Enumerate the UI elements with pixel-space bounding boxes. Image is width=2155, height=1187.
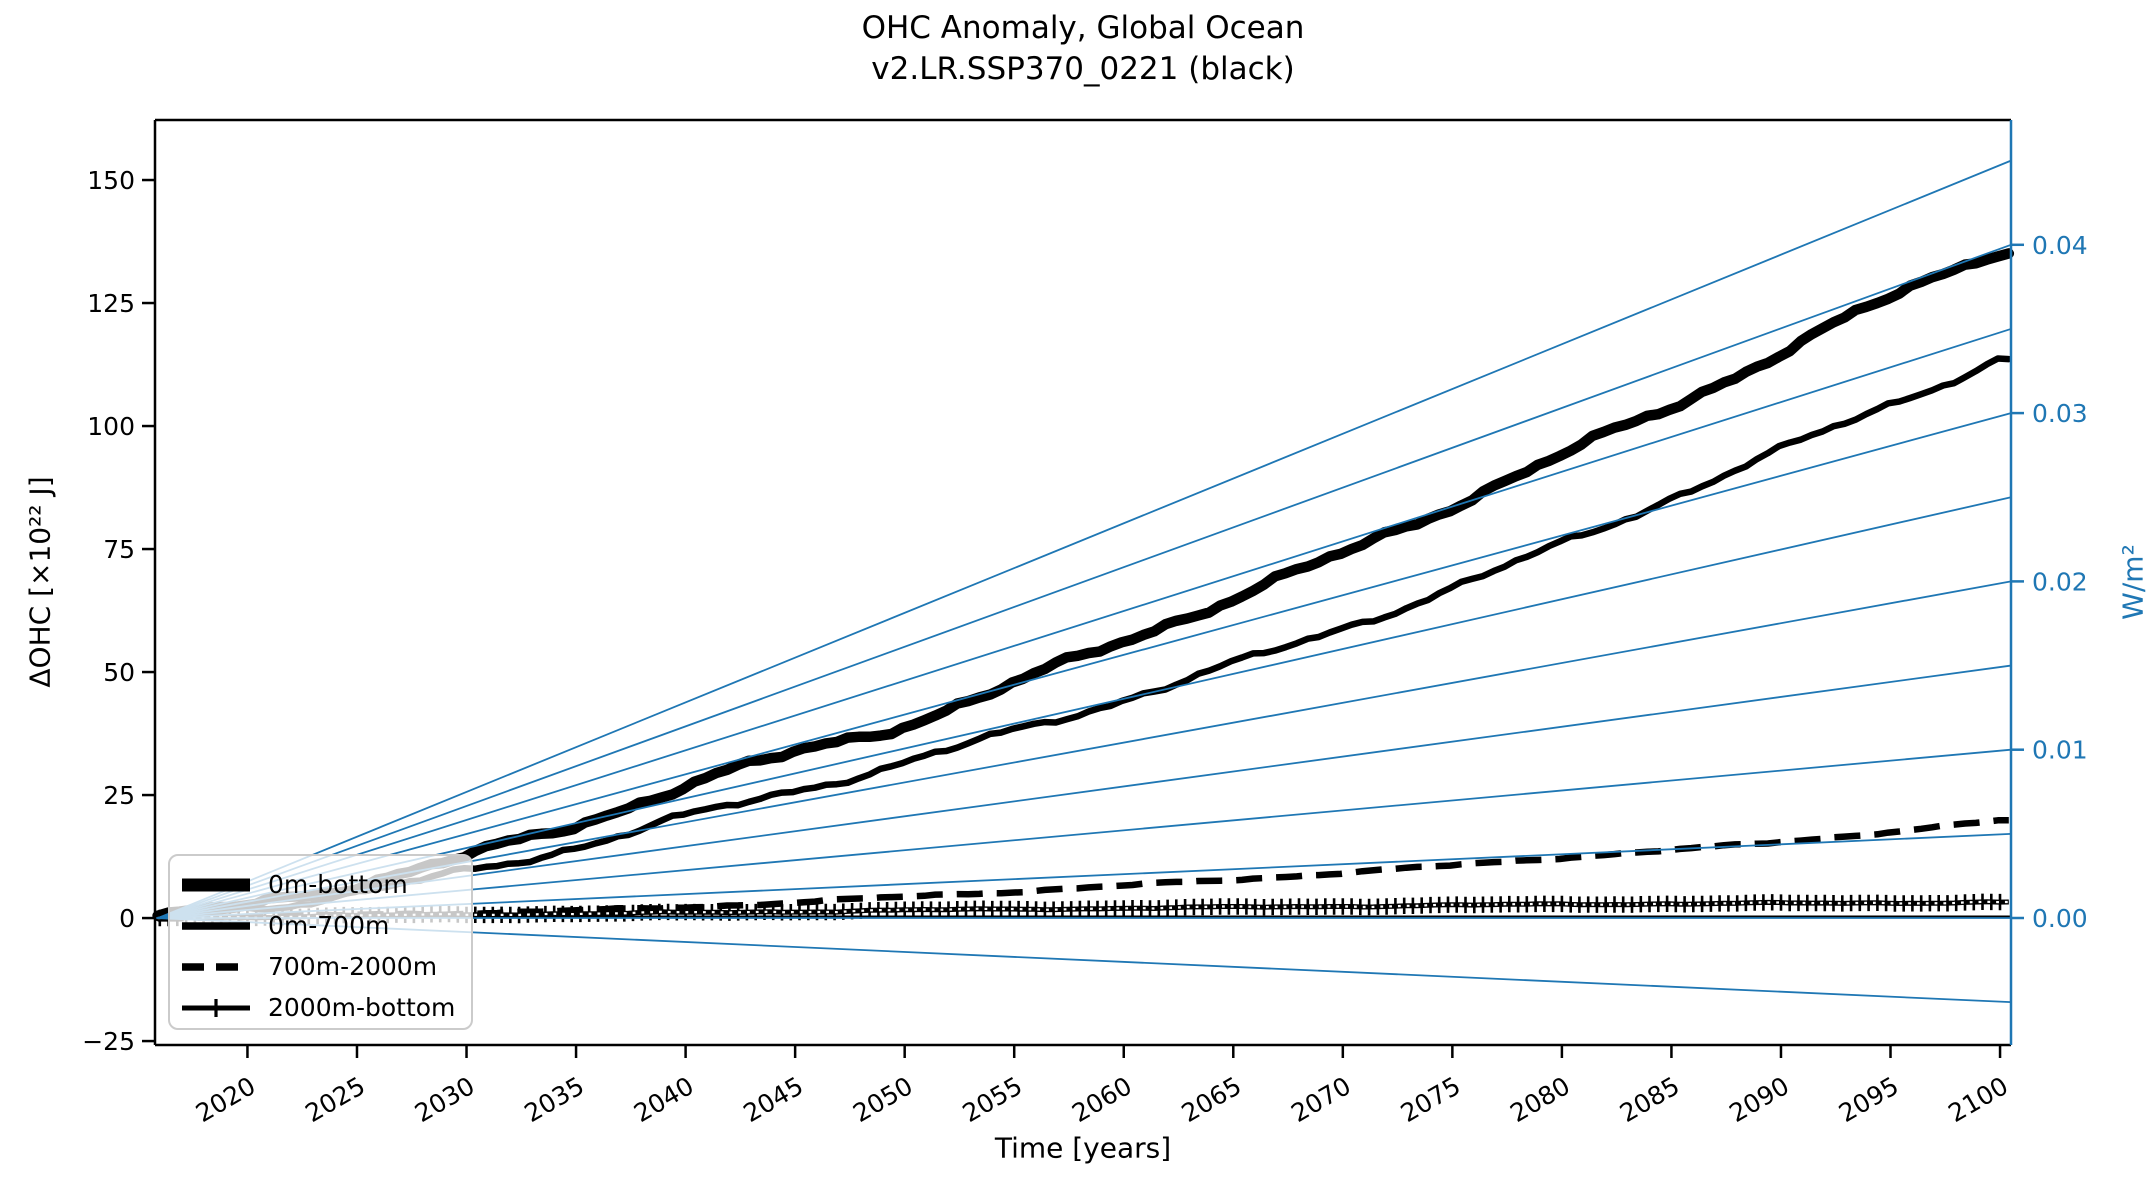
legend-label: 700m-2000m	[268, 952, 438, 981]
y-axis-label-left: ΔOHC [×10²² J]	[23, 476, 57, 688]
chart-title-line2: v2.LR.SSP370_0221 (black)	[871, 51, 1295, 87]
y-left-tick-label: 100	[87, 412, 135, 441]
y-left-tick-label: 0	[119, 904, 135, 933]
y-right-tick-label: 0.00	[2032, 904, 2088, 933]
reference-line-0.045wm2	[157, 159, 2012, 919]
legend-entry-0m-bottom: 0m-bottom	[180, 864, 471, 905]
y-left-tick-label: −25	[82, 1027, 135, 1056]
reference-line-0.035wm2	[157, 328, 2012, 919]
chart-title-line1: OHC Anomaly, Global Ocean	[861, 10, 1305, 46]
legend-entry-0m-700m: 0m-700m	[180, 905, 471, 946]
reference-line-0.025wm2	[157, 496, 2012, 919]
legend-sample-thick-solid	[182, 921, 250, 930]
y-left-tick-label: 75	[103, 535, 135, 564]
legend-sample-thick-dashed	[182, 962, 250, 971]
legend-label: 0m-700m	[268, 911, 390, 940]
legend-entry-700m-2000m: 700m-2000m	[180, 946, 471, 987]
legend-entry-2000m-bottom: 2000m-bottom	[180, 987, 471, 1028]
y-right-tick-label: 0.02	[2032, 567, 2088, 596]
y-right-tick-label: 0.03	[2032, 399, 2088, 428]
legend-label: 0m-bottom	[268, 870, 408, 899]
reference-line-0.03wm2	[157, 412, 2012, 919]
legend-label: 2000m-bottom	[268, 993, 456, 1022]
legend-sample-solid-plus-marker	[182, 998, 250, 1017]
y-left-tick-label: 50	[103, 658, 135, 687]
chart-title: OHC Anomaly, Global Ocean v2.LR.SSP370_0…	[155, 8, 2011, 90]
legend-sample-very-thick-solid	[182, 878, 250, 891]
y-left-tick-label: 150	[87, 166, 135, 195]
reference-line-0.04wm2	[157, 243, 2012, 919]
x-axis-label: Time [years]	[994, 1131, 1172, 1165]
y-right-tick-label: 0.04	[2032, 231, 2088, 260]
y-left-tick-label: 125	[87, 289, 135, 318]
y-right-tick-label: 0.01	[2032, 736, 2088, 765]
legend-box: 0m-bottom 0m-700m 700m-2000m 2000m-bottom	[168, 854, 473, 1030]
y-left-tick-label: 25	[103, 781, 135, 810]
y-axis-label-right: W/m²	[2116, 544, 2150, 620]
